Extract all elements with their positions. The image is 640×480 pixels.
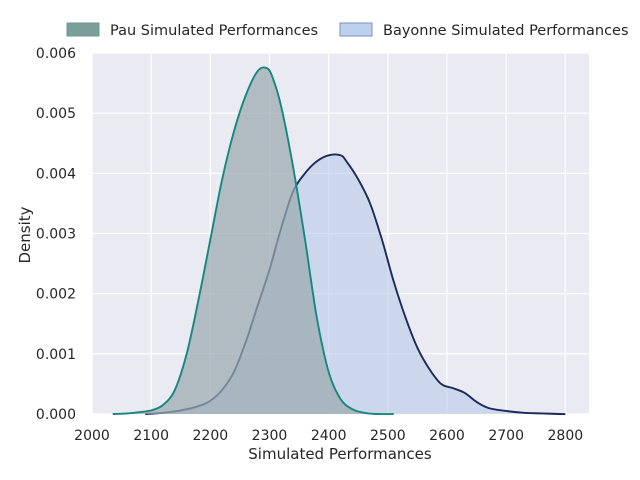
y-tick-label: 0.004 <box>36 166 76 182</box>
y-axis-label: Density <box>16 206 34 263</box>
legend: Pau Simulated Performances Bayonne Simula… <box>66 22 629 39</box>
x-axis-label: Simulated Performances <box>248 445 432 463</box>
x-tick-label: 2200 <box>193 428 229 444</box>
x-tick-label: 2400 <box>311 428 347 444</box>
y-tick-label: 0.000 <box>36 407 76 423</box>
bayonne-legend-swatch <box>339 22 373 37</box>
pau-density-area <box>112 67 394 415</box>
series-areas <box>112 66 566 416</box>
pau-density-line <box>112 66 394 416</box>
x-tick-label: 2500 <box>370 428 406 444</box>
x-tick-label: 2100 <box>133 428 169 444</box>
y-tick-label: 0.006 <box>36 46 76 62</box>
y-tick-label: 0.001 <box>36 347 76 363</box>
x-tick-label: 2700 <box>488 428 524 444</box>
tick-labels: 2000 2100 2200 2300 2400 2500 2600 2700 2800 0.00… <box>36 46 583 444</box>
x-tick-label: 2000 <box>74 428 110 444</box>
y-tick-label: 0.005 <box>36 106 76 122</box>
y-tick-label: 0.002 <box>36 287 76 303</box>
x-tick-label: 2800 <box>548 428 584 444</box>
x-tick-label: 2600 <box>429 428 465 444</box>
y-tick-label: 0.003 <box>36 227 76 243</box>
x-tick-label: 2300 <box>252 428 288 444</box>
pau-legend-label: Pau Simulated Performances <box>110 23 318 39</box>
bayonne-legend-label: Bayonne Simulated Performances <box>383 23 629 39</box>
pau-legend-swatch <box>66 22 100 37</box>
